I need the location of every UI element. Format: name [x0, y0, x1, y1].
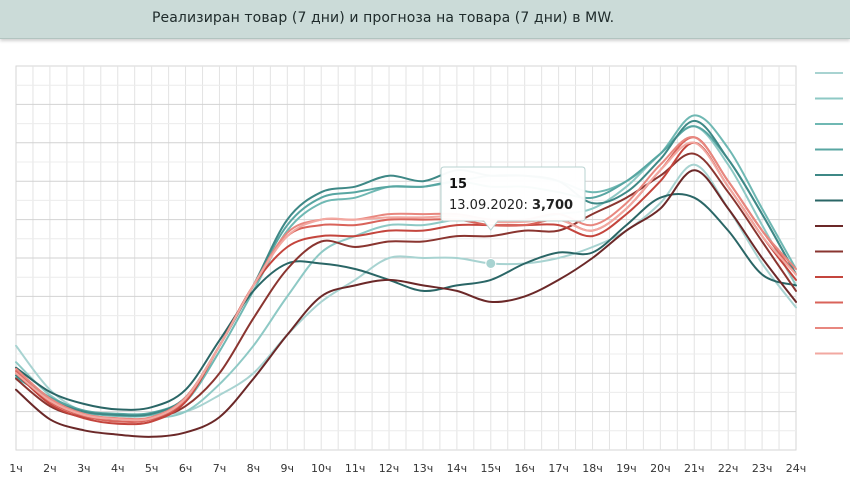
x-tick-label: 24ч — [786, 462, 807, 475]
x-tick-label: 22ч — [718, 462, 739, 475]
x-tick-label: 10ч — [311, 462, 332, 475]
x-tick-label: 18ч — [582, 462, 603, 475]
chart-grid — [15, 65, 797, 451]
x-tick-label: 11ч — [345, 462, 366, 475]
x-tick-label: 14ч — [447, 462, 468, 475]
tooltip-box — [440, 166, 586, 231]
series-line-6 — [15, 192, 797, 411]
x-tick-label: 8ч — [247, 462, 261, 475]
x-tick-label: 15ч — [481, 462, 502, 475]
x-tick-label: 19ч — [616, 462, 637, 475]
x-tick-label: 21ч — [684, 462, 705, 475]
x-tick-label: 5ч — [145, 462, 159, 475]
chart-title: Реализиран товар (7 дни) и прогноза на т… — [152, 10, 615, 26]
x-tick-label: 7ч — [213, 462, 227, 475]
x-axis-ticks: 1ч 2ч 3ч 4ч 5ч 6ч 7ч 8ч 9ч 10ч 11ч 12ч 13ч 14ч 15ч 16ч 1… — [9, 462, 806, 475]
x-tick-label: 17ч — [548, 462, 569, 475]
x-tick-label: 20ч — [650, 462, 671, 475]
series-line-7 — [15, 169, 797, 438]
chart-legend[interactable] — [815, 72, 843, 355]
x-tick-label: 1ч — [9, 462, 23, 475]
chart-title-bar: Реализиран товар (7 дни) и прогноза на т… — [0, 0, 850, 39]
chart-series-lines — [15, 114, 797, 438]
tooltip-marker — [485, 257, 497, 269]
series-line-11 — [15, 136, 797, 421]
x-tick-label: 16ч — [514, 462, 535, 475]
tooltip-value: 3,700 — [532, 198, 573, 213]
x-tick-label: 6ч — [179, 462, 193, 475]
chart-tooltip: 15 13.09.2020: 3,700 — [440, 166, 586, 269]
series-line-9 — [15, 141, 797, 426]
series-line-5 — [15, 119, 797, 417]
series-line-12 — [15, 141, 797, 422]
tooltip-separator: : — [523, 198, 532, 213]
x-tick-label: 4ч — [111, 462, 125, 475]
tooltip-title: 15 — [449, 177, 467, 192]
x-tick-label: 2ч — [43, 462, 57, 475]
series-line-4 — [15, 125, 797, 416]
x-tick-label: 23ч — [752, 462, 773, 475]
x-tick-label: 12ч — [379, 462, 400, 475]
x-tick-label: 13ч — [413, 462, 434, 475]
x-tick-label: 3ч — [77, 462, 91, 475]
tooltip-date: 13.09.2020 — [449, 198, 523, 213]
x-tick-label: 9ч — [281, 462, 295, 475]
tooltip-body: 13.09.2020: 3,700 — [449, 198, 573, 213]
